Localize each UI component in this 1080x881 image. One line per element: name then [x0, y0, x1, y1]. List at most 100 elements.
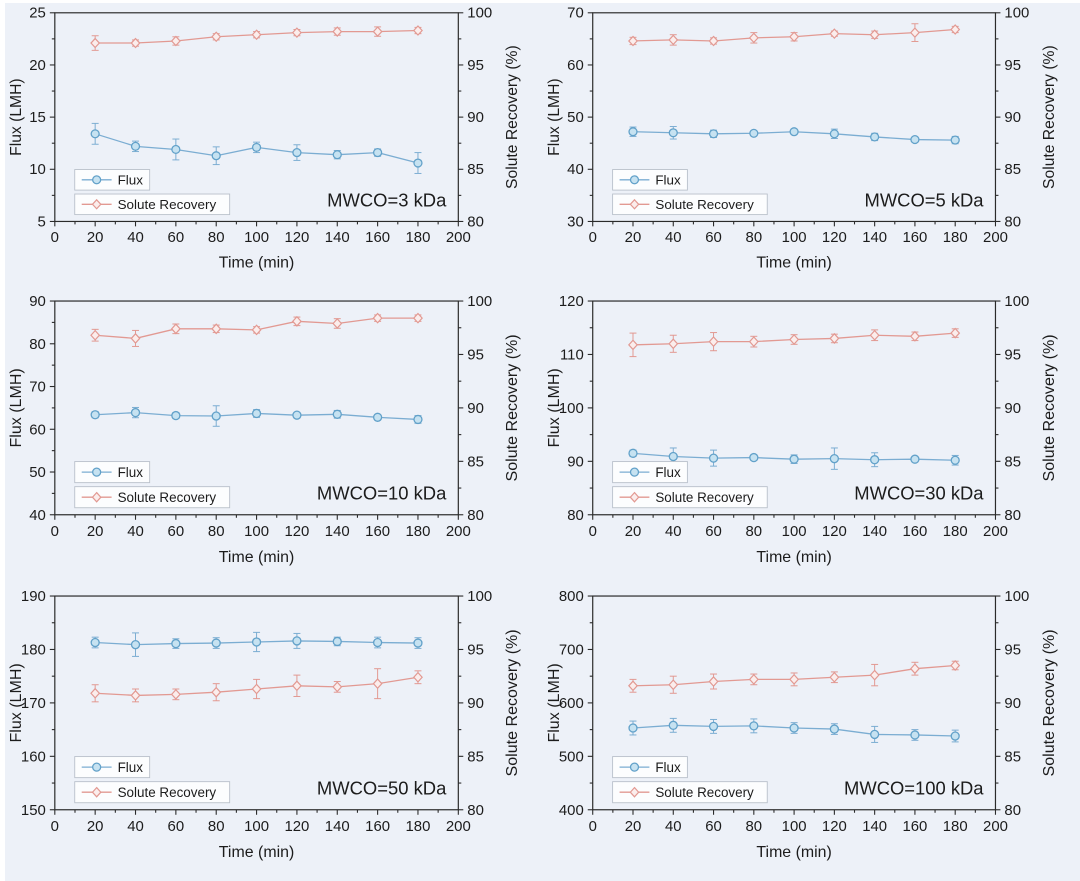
svg-text:95: 95 — [1004, 346, 1021, 363]
svg-text:60: 60 — [567, 58, 584, 74]
svg-text:100: 100 — [1004, 588, 1029, 605]
svg-text:400: 400 — [559, 802, 584, 819]
mwco-annotation: MWCO=100 kDa — [844, 778, 984, 799]
svg-text:140: 140 — [862, 818, 887, 835]
svg-text:70: 70 — [29, 378, 46, 395]
legend-item-recovery: Solute Recovery — [74, 193, 231, 216]
flux-series — [628, 447, 960, 470]
svg-text:60: 60 — [705, 230, 722, 246]
tick-labels: 0 20 40 60 80 100 120 140 160 180 2008090100110120… — [559, 293, 1029, 540]
x-axis-label: Time (min) — [219, 255, 295, 272]
svg-text:60: 60 — [29, 421, 46, 438]
svg-text:120: 120 — [284, 818, 309, 835]
svg-text:60: 60 — [705, 523, 722, 540]
axis-ticks — [49, 12, 464, 227]
svg-text:20: 20 — [29, 58, 46, 74]
mwco-annotation: MWCO=10 kDa — [317, 483, 447, 504]
svg-text:200: 200 — [446, 523, 471, 540]
left-axis-label: Flux (LMH) — [8, 368, 25, 447]
legend-label: Solute Recovery — [118, 785, 217, 800]
plot-svg-mwco-5-kda: 0 20 40 60 80 100 120 140 160 180 200 30 40 50 60 70 80 8… — [546, 6, 1058, 272]
recovery-series — [628, 327, 961, 358]
svg-text:15: 15 — [29, 110, 46, 126]
svg-text:50: 50 — [567, 110, 584, 126]
svg-text:25: 25 — [29, 6, 46, 22]
svg-text:20: 20 — [625, 523, 642, 540]
legend-label: Solute Recovery — [655, 197, 754, 212]
axis-ticks — [49, 595, 464, 815]
legend-item-flux: Flux — [74, 461, 151, 484]
legend-item-recovery: Solute Recovery — [612, 781, 768, 804]
svg-text:80: 80 — [746, 230, 763, 246]
svg-text:500: 500 — [559, 748, 584, 765]
legend-label: Flux — [655, 173, 681, 188]
svg-text:160: 160 — [365, 818, 390, 835]
svg-text:100: 100 — [244, 818, 269, 835]
svg-text:40: 40 — [665, 818, 682, 835]
x-axis-label: Time (min) — [219, 844, 295, 861]
svg-text:90: 90 — [567, 453, 584, 470]
svg-text:20: 20 — [87, 230, 104, 246]
tick-labels: 0 20 40 60 80 100 120 140 160 180 200 150 160 170 180 1… — [21, 588, 492, 835]
legend-item-flux: Flux — [74, 756, 151, 779]
legend-item-flux: Flux — [612, 756, 688, 779]
svg-text:160: 160 — [21, 748, 46, 765]
svg-text:90: 90 — [467, 695, 484, 712]
recovery-series — [628, 659, 961, 694]
svg-text:80: 80 — [29, 336, 46, 353]
svg-text:10: 10 — [29, 162, 46, 178]
svg-text:100: 100 — [467, 293, 492, 310]
legend-label: Flux — [118, 760, 144, 775]
svg-text:100: 100 — [467, 6, 492, 22]
right-axis-label: Solute Recovery (%) — [504, 629, 521, 776]
svg-text:140: 140 — [862, 523, 887, 540]
chart-mwco-50-kda: 0 20 40 60 80 100 120 140 160 180 200 150 160 170 180 1… — [5, 586, 543, 881]
svg-text:20: 20 — [625, 230, 642, 246]
left-axis-label: Flux (LMH) — [546, 78, 563, 155]
svg-text:120: 120 — [822, 818, 847, 835]
svg-text:160: 160 — [365, 230, 390, 246]
svg-text:170: 170 — [21, 695, 46, 712]
svg-text:200: 200 — [446, 230, 471, 246]
svg-text:85: 85 — [467, 453, 484, 470]
svg-text:180: 180 — [943, 818, 968, 835]
svg-text:100: 100 — [1004, 293, 1029, 310]
svg-text:160: 160 — [902, 523, 927, 540]
svg-text:85: 85 — [1004, 453, 1021, 470]
tick-labels: 0 20 40 60 80 100 120 140 160 180 200 30 40 50 60 70 80 8… — [567, 6, 1029, 246]
legend-label: Flux — [118, 173, 144, 188]
svg-text:80: 80 — [208, 230, 225, 246]
axis-ticks — [587, 300, 1001, 520]
chart-mwco-10-kda: 0 20 40 60 80 100 120 140 160 180 200 40 50 60 70 80 90 8… — [5, 291, 543, 586]
chart-mwco-100-kda: 0 20 40 60 80 100 120 140 160 180 200 400 500 600 700 8… — [543, 586, 1080, 881]
svg-text:60: 60 — [705, 818, 722, 835]
svg-text:50: 50 — [29, 464, 46, 481]
x-axis-label: Time (min) — [756, 549, 831, 566]
plot-svg-mwco-30-kda: 0 20 40 60 80 100 120 140 160 180 2008090100110120… — [546, 293, 1058, 566]
svg-text:20: 20 — [87, 818, 104, 835]
svg-text:0: 0 — [589, 523, 597, 540]
right-axis-label: Solute Recovery (%) — [1041, 334, 1058, 481]
svg-text:120: 120 — [822, 523, 847, 540]
legend-label: Solute Recovery — [655, 785, 754, 800]
svg-text:90: 90 — [467, 110, 484, 126]
svg-text:90: 90 — [1004, 695, 1021, 712]
svg-text:700: 700 — [559, 641, 584, 658]
tick-labels: 0 20 40 60 80 100 120 140 160 180 200 40 50 60 70 80 90 8… — [29, 293, 492, 540]
x-axis-label: Time (min) — [756, 844, 831, 861]
recovery-series — [90, 668, 423, 703]
plot-svg-mwco-10-kda: 0 20 40 60 80 100 120 140 160 180 200 40 50 60 70 80 90 8… — [8, 293, 521, 566]
axis-ticks — [49, 300, 464, 520]
svg-text:80: 80 — [1004, 507, 1021, 524]
svg-text:200: 200 — [983, 818, 1008, 835]
legend-item-recovery: Solute Recovery — [74, 486, 231, 509]
legend-label: Solute Recovery — [655, 490, 754, 505]
svg-text:80: 80 — [567, 507, 584, 524]
svg-text:180: 180 — [943, 523, 968, 540]
svg-text:160: 160 — [365, 523, 390, 540]
svg-text:90: 90 — [1004, 400, 1021, 417]
legend-label: Flux — [118, 465, 144, 480]
svg-text:180: 180 — [406, 230, 431, 246]
svg-text:95: 95 — [1004, 641, 1021, 658]
svg-text:80: 80 — [1004, 802, 1021, 819]
